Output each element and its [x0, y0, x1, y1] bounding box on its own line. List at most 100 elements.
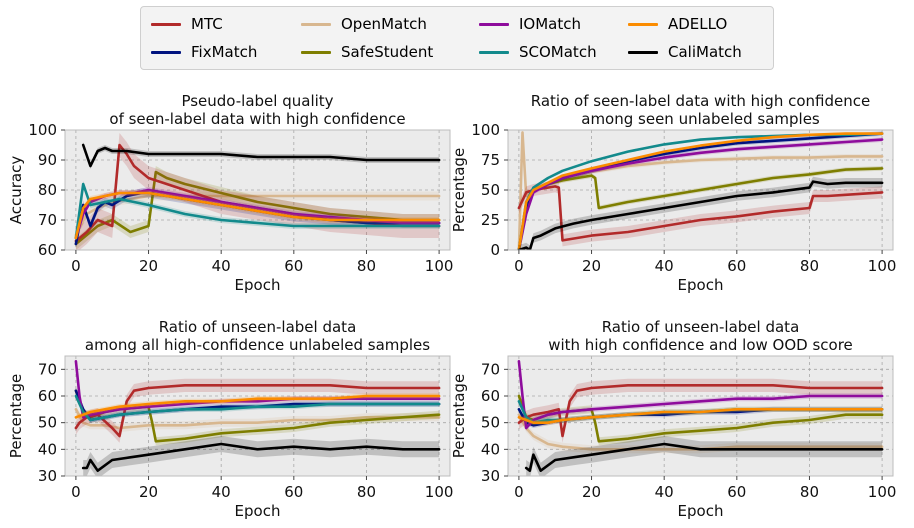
chart-1: 0 20 40 60 80 100 60 70 80 90 100 Epoch Accuracy Pseu…: [7, 92, 453, 294]
x-tick-label: 40: [655, 483, 674, 501]
x-tick-label: 40: [212, 483, 231, 501]
series-line-mtc: [517, 383, 884, 438]
chart-title-line: among all high-confidence unlabeled samp…: [85, 336, 430, 354]
y-tick-label: 80: [38, 181, 57, 199]
legend-swatch-openmatch: [301, 22, 331, 26]
band-safestudent: [518, 392, 883, 446]
band-mtc: [75, 378, 440, 443]
chart-title-line: Ratio of unseen-label data: [602, 318, 800, 336]
y-tick-label: 60: [38, 241, 57, 259]
chart-title-line: Ratio of unseen-label data: [159, 318, 357, 336]
legend-label-adello: ADELLO: [668, 15, 728, 33]
legend-item-scomatch: SCOMatch: [479, 41, 597, 63]
series-line-adello: [74, 394, 441, 419]
band-calimatch: [518, 176, 883, 250]
legend-swatch-mtc: [151, 22, 181, 26]
legend-item-fixmatch: FixMatch: [151, 41, 257, 63]
y-tick-label: 0: [490, 241, 500, 259]
x-tick-label: 100: [868, 483, 897, 501]
y-tick-label: 40: [38, 440, 57, 458]
y-tick-label: 75: [481, 151, 500, 169]
series-line-openmatch: [74, 407, 441, 430]
legend-swatch-calimatch: [628, 50, 658, 54]
series-line-openmatch: [517, 413, 884, 451]
chart-3: 0 20 40 60 80 100 30 40 50 60 70 Epoch Percentage Rat…: [7, 318, 453, 520]
band-iomatch: [518, 358, 883, 431]
legend-item-adello: ADELLO: [628, 13, 727, 35]
legend-label-openmatch: OpenMatch: [341, 15, 427, 33]
band-adello: [75, 393, 440, 420]
legend-label-iomatch: IOMatch: [519, 15, 581, 33]
series-line-mtc: [74, 383, 441, 438]
legend-swatch-iomatch: [479, 22, 509, 26]
y-tick-label: 60: [38, 387, 57, 405]
series-line-adello: [517, 132, 884, 250]
x-tick-label: 0: [71, 257, 81, 275]
x-tick-label: 20: [139, 257, 158, 275]
series-line-adello: [74, 191, 441, 240]
x-tick-label: 0: [71, 483, 81, 501]
y-tick-label: 100: [28, 121, 57, 139]
band-fixmatch: [75, 388, 440, 423]
chart-title-line: with high confidence and low OOD score: [548, 336, 853, 354]
y-tick-label: 25: [481, 211, 500, 229]
band-iomatch: [75, 187, 440, 241]
series-line-calimatch: [517, 180, 884, 250]
chart-title-line: of seen-label data with high confidence: [109, 110, 405, 128]
series-group: [517, 358, 884, 476]
x-tick-label: 60: [284, 257, 303, 275]
x-tick-label: 0: [514, 483, 524, 501]
y-tick-label: 30: [38, 467, 57, 485]
x-tick-label: 100: [425, 483, 454, 501]
series-line-openmatch: [517, 131, 884, 250]
x-tick-label: 80: [357, 257, 376, 275]
y-tick-label: 50: [38, 414, 57, 432]
legend-item-openmatch: OpenMatch: [301, 13, 427, 35]
legend-swatch-safestudent: [301, 50, 331, 54]
legend-item-calimatch: CaliMatch: [628, 41, 742, 63]
x-tick-label: 20: [582, 257, 601, 275]
series-line-adello: [517, 407, 884, 425]
y-axis-label: Percentage: [450, 148, 468, 232]
legend-label-scomatch: SCOMatch: [519, 43, 597, 61]
legend-swatch-adello: [628, 22, 658, 26]
y-tick-label: 50: [481, 181, 500, 199]
series-line-mtc: [517, 185, 884, 242]
legend-label-safestudent: SafeStudent: [341, 43, 434, 61]
plot-frame: [64, 355, 451, 477]
band-fixmatch: [75, 188, 440, 249]
x-tick-label: 100: [868, 257, 897, 275]
legend-swatch-scomatch: [479, 50, 509, 54]
band-mtc: [518, 378, 883, 443]
plot-frame: [507, 355, 894, 477]
series-line-scomatch: [74, 182, 441, 240]
x-tick-label: 60: [727, 483, 746, 501]
series-line-calimatch: [81, 143, 441, 168]
x-tick-label: 80: [357, 483, 376, 501]
y-tick-label: 90: [38, 151, 57, 169]
y-tick-label: 40: [481, 440, 500, 458]
y-axis-label: Percentage: [450, 374, 468, 458]
series-line-calimatch: [524, 442, 884, 473]
legend-label-calimatch: CaliMatch: [668, 43, 742, 61]
x-tick-label: 80: [800, 257, 819, 275]
x-tick-label: 100: [425, 257, 454, 275]
chart-title-line: Ratio of seen-label data with high confi…: [531, 92, 870, 110]
chart-4: 0 20 40 60 80 100 30 40 50 60 70 Epoch Percentage Rat…: [450, 318, 896, 520]
chart-2: 0 20 40 60 80 100 0 25 50 75 100 Epoch Percentage Rat…: [450, 92, 896, 294]
legend-item-mtc: MTC: [151, 13, 223, 35]
chart-title-line: among seen unlabeled samples: [581, 110, 820, 128]
series-line-calimatch: [81, 442, 441, 473]
y-tick-label: 60: [481, 387, 500, 405]
band-safestudent: [75, 386, 440, 446]
series-group: [74, 358, 441, 476]
band-adello: [518, 406, 883, 426]
x-tick-label: 40: [655, 257, 674, 275]
y-tick-label: 50: [481, 414, 500, 432]
x-axis-label: Epoch: [678, 276, 724, 294]
series-group: [517, 130, 884, 250]
band-openmatch: [518, 130, 883, 250]
y-tick-label: 70: [481, 360, 500, 378]
x-tick-label: 60: [727, 257, 746, 275]
